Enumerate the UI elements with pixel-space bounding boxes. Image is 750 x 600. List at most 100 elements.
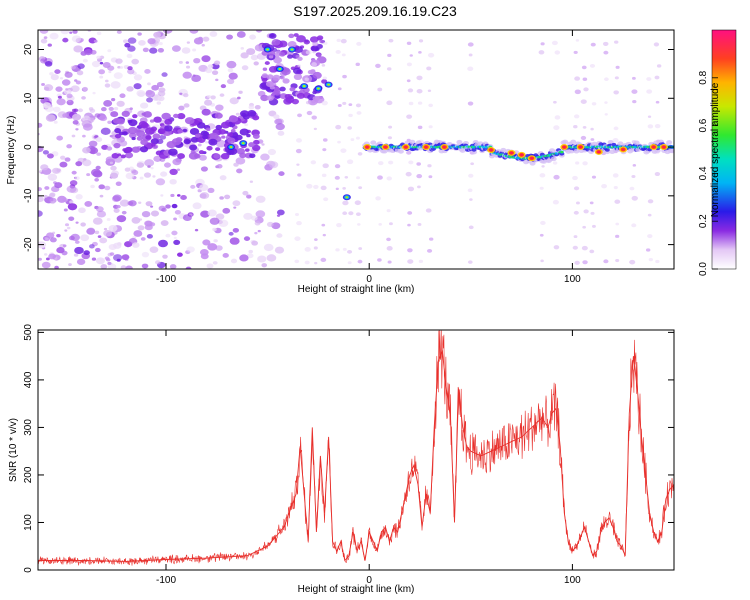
spectrogram-cell: [573, 50, 578, 55]
spectrogram-cell: [113, 208, 120, 213]
spectrogram-cell: [101, 106, 107, 112]
spectrogram-cell: [53, 106, 61, 113]
spectrogram-cell: [122, 39, 129, 44]
spectrogram-cell: [197, 143, 202, 147]
spectrogram-cell: [278, 171, 285, 176]
spectrogram-cell: [104, 83, 111, 88]
spectrogram-cell: [131, 136, 136, 141]
spectrogram-cell: [113, 142, 121, 149]
snr-ytick-label: 0: [23, 567, 34, 573]
spectrogram-cell: [91, 60, 101, 68]
spectrogram-cell: [342, 211, 348, 216]
spectrogram-cell: [354, 200, 361, 206]
spectrogram-cell: [112, 194, 122, 202]
spectrogram-cell: [467, 101, 474, 106]
spectrogram-cell: [149, 246, 159, 253]
spectrogram-cell: [96, 210, 107, 218]
spectrogram-cell: [573, 125, 578, 129]
spectrogram-cell: [239, 254, 249, 262]
spectrogram-cell: [416, 173, 423, 179]
spectrogram-cell: [654, 172, 661, 177]
spectrogram-cell: [470, 162, 474, 166]
spectrogram-cell: [317, 87, 320, 90]
spectrogram-cell: [192, 202, 202, 210]
spectrogram-cell: [538, 50, 545, 55]
spectrogram-cell: [54, 265, 59, 269]
spectrogram-cell: [136, 130, 146, 137]
spectrogram-cell: [126, 53, 133, 59]
spectrogram-cell: [246, 253, 254, 259]
spectrogram-cell: [210, 95, 216, 100]
spectrogram-cell: [202, 131, 209, 136]
spectrogram-cell: [220, 84, 227, 89]
spectrogram-cell: [75, 161, 83, 167]
spectrogram-cell: [356, 41, 362, 46]
spectrogram-xtick-label: -100: [156, 274, 176, 285]
snr-xtick-label: 0: [366, 575, 372, 586]
spectrogram-cell: [209, 31, 218, 37]
spectrogram-cell: [654, 75, 660, 80]
spectrogram-cell: [71, 134, 76, 138]
spectrogram-cell: [100, 264, 108, 269]
spectrogram-cell: [615, 234, 620, 238]
spectrogram-cell: [357, 152, 363, 156]
spectrogram-cell: [227, 68, 234, 73]
spectrogram-cell: [260, 94, 269, 102]
spectrogram-cell: [77, 63, 85, 69]
spectrogram-cell: [75, 221, 79, 224]
spectrogram-cell: [296, 163, 300, 166]
spectrogram-cell: [212, 227, 217, 232]
spectrogram-cell: [157, 47, 165, 53]
spectrogram-cell: [75, 128, 79, 131]
spectrogram-cell: [95, 137, 103, 143]
spectrogram-cell: [174, 209, 181, 215]
spectrogram-cell: [59, 77, 64, 80]
spectrogram-cell: [99, 75, 104, 79]
spectrogram-cell: [42, 102, 52, 109]
spectrogram-cell: [356, 176, 360, 180]
spectrogram-cell: [654, 124, 661, 129]
snr-line-noise: [38, 330, 674, 566]
spectrogram-cell: [96, 55, 102, 60]
spectrogram-cell: [140, 237, 146, 241]
spectrogram-cell: [417, 101, 423, 105]
spectrogram-cell: [107, 261, 112, 266]
spectrogram-cell: [67, 99, 72, 103]
spectrogram-cell: [631, 223, 637, 228]
spectrogram-cell: [540, 42, 545, 46]
spectrogram-cell: [202, 135, 208, 140]
spectrogram-cell: [116, 100, 125, 107]
spectrogram-cell: [319, 39, 325, 44]
spectrogram-cell: [387, 53, 392, 57]
spectrogram-cell: [206, 263, 214, 269]
spectrogram-cell: [297, 173, 302, 177]
spectrogram-cell: [115, 204, 121, 209]
spectrogram-cell: [365, 146, 369, 149]
spectrogram-cell: [424, 146, 428, 149]
spectrogram-cell: [355, 62, 360, 67]
spectrogram-cell: [45, 237, 50, 242]
spectrogram-cell: [229, 146, 233, 149]
spectrogram-cell: [109, 252, 115, 256]
spectrogram-cell: [572, 175, 578, 181]
spectrogram-cell: [193, 153, 201, 159]
spectrogram-cell: [539, 173, 546, 178]
snr-ytick-label: 100: [23, 514, 34, 531]
spectrogram-cell: [345, 196, 349, 199]
spectrogram-cell: [115, 181, 122, 187]
spectrogram-cell: [302, 85, 306, 88]
spectrogram-cell: [260, 153, 270, 161]
snr-ticks: -100 0 100 0 100 200 300 400 500: [23, 324, 674, 586]
spectrogram-cell: [597, 150, 601, 153]
spectrogram-cell: [106, 146, 113, 151]
spectrogram-cell: [417, 125, 423, 130]
colorbar-tick-label: 0.2: [698, 214, 709, 228]
spectrogram-cell: [143, 111, 152, 118]
spectrogram-cell: [241, 65, 249, 71]
chart-title: S197.2025.209.16.19.C23: [293, 3, 457, 19]
spectrogram-cell: [408, 101, 414, 106]
spectrogram-cell: [271, 41, 276, 46]
spectrogram-cell: [529, 161, 536, 166]
spectrogram-cell: [647, 115, 652, 118]
spectrogram-cell: [289, 87, 296, 92]
